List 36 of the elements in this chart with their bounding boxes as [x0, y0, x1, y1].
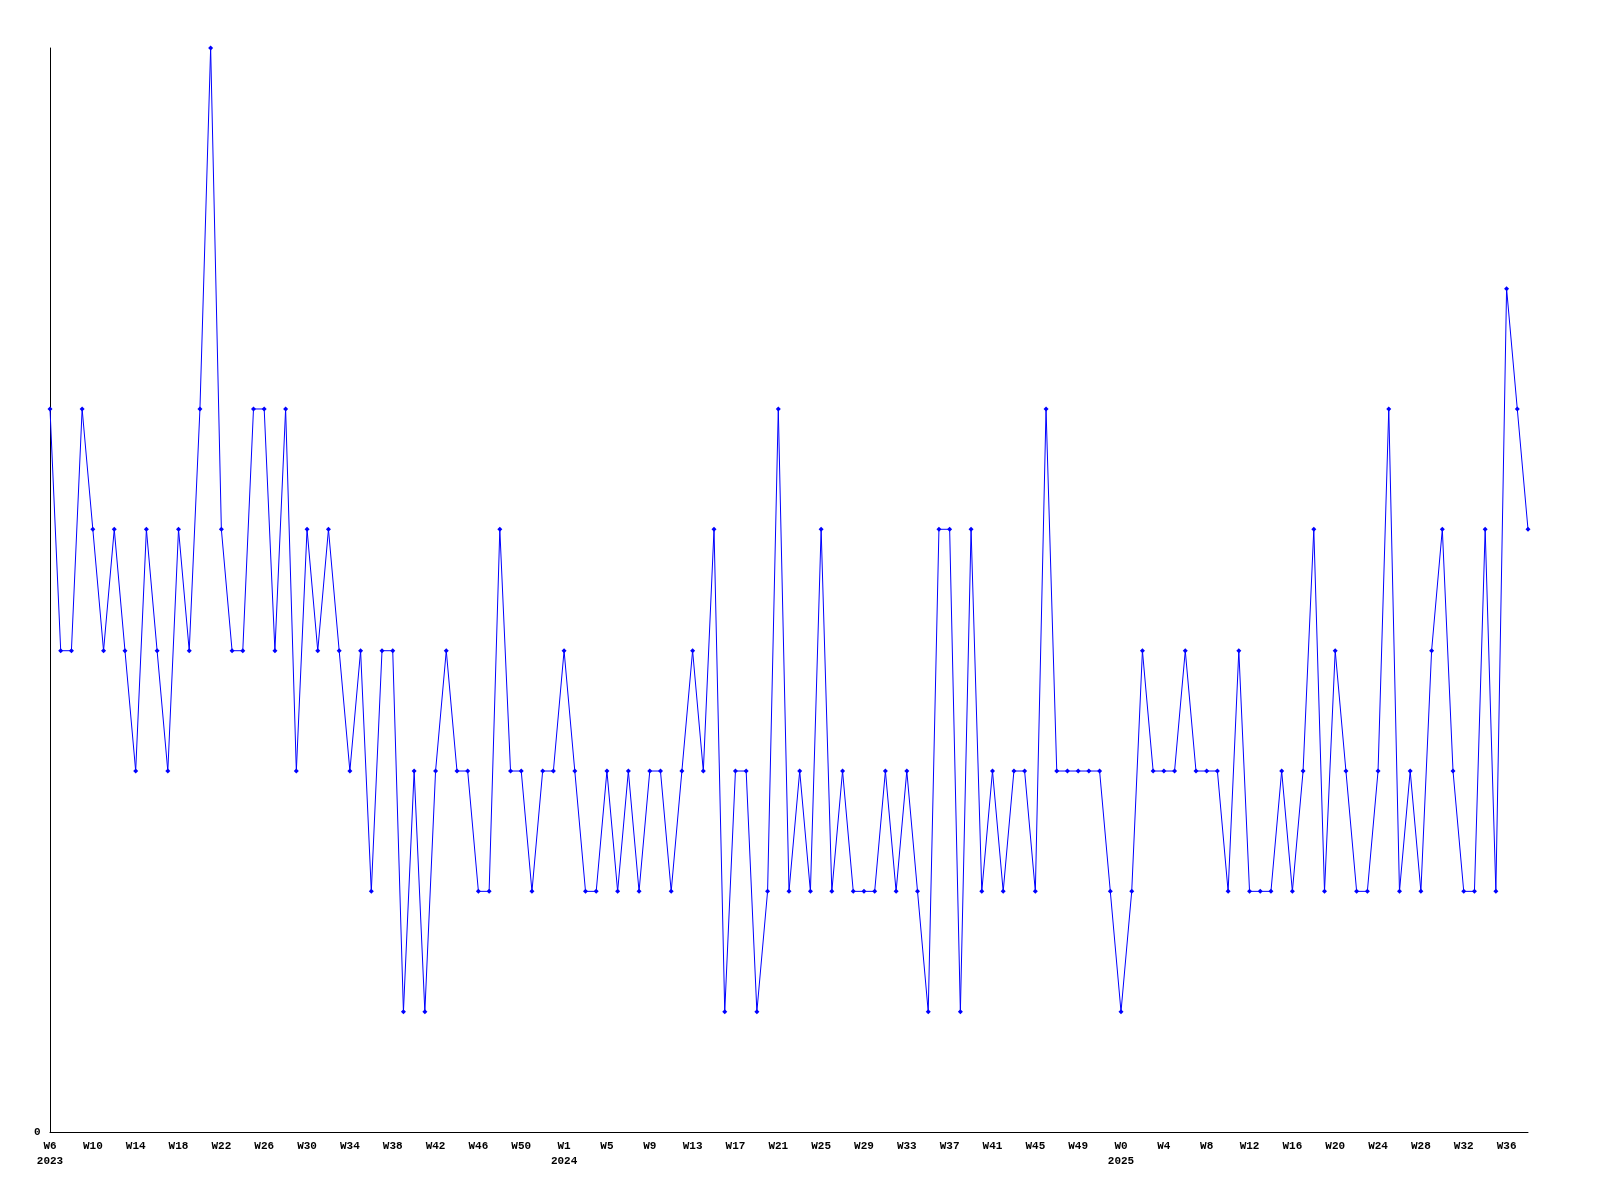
x-tick-label: W0 2025 — [1107, 1139, 1135, 1167]
x-tick-label: W21 — [768, 1139, 789, 1152]
x-tick-label: W30 — [297, 1139, 317, 1152]
x-tick-label: W22 — [211, 1139, 232, 1152]
x-tick-label: W1 2024 — [550, 1139, 578, 1167]
x-tick-label: W26 — [254, 1139, 275, 1152]
x-tick-label: W24 — [1368, 1139, 1389, 1152]
x-tick-label: W9 — [643, 1139, 657, 1152]
x-tick-label: W38 — [382, 1139, 404, 1152]
x-tick-label: W6 2023 — [36, 1139, 64, 1167]
x-tick-label: W45 — [1025, 1139, 1046, 1152]
x-tick-label: W41 — [982, 1139, 1003, 1152]
x-tick-label: W34 — [339, 1139, 361, 1152]
x-tick-label: W18 — [168, 1139, 189, 1152]
x-tick-label: W37 — [939, 1139, 960, 1152]
x-tick-label: W50 — [511, 1139, 532, 1152]
x-tick-label: W12 — [1239, 1139, 1260, 1152]
x-tick-label: W25 — [811, 1139, 832, 1152]
x-tick-label: W33 — [896, 1139, 918, 1152]
x-tick-label: W14 — [125, 1139, 146, 1152]
x-tick-label: W10 — [82, 1139, 103, 1152]
x-tick-label: W17 — [725, 1139, 746, 1152]
x-tick-label: W8 — [1200, 1139, 1214, 1152]
x-tick-label: W13 — [682, 1139, 703, 1152]
x-tick-label: W46 — [468, 1139, 489, 1152]
x-tick-label: W4 — [1157, 1139, 1171, 1152]
x-tick-label: W16 — [1282, 1139, 1303, 1152]
x-tick-label: W49 — [1068, 1139, 1089, 1152]
x-tick-label: W28 — [1410, 1139, 1432, 1152]
text: 0 — [34, 1125, 41, 1138]
x-tick-label: W32 — [1453, 1139, 1474, 1152]
x-tick-label: W42 — [425, 1139, 446, 1152]
x-tick-label: W36 — [1496, 1139, 1517, 1152]
x-tick-label: W20 — [1325, 1139, 1346, 1152]
x-tick-label: W5 — [600, 1139, 614, 1152]
x-tick-label: W29 — [854, 1139, 874, 1152]
